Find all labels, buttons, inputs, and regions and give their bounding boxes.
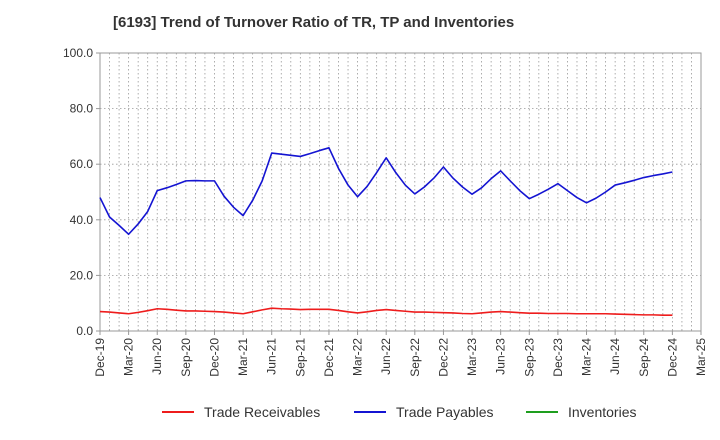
legend-item-trade-payables: Trade Payables	[354, 404, 494, 420]
series-line-trade-receivables	[99, 307, 673, 316]
chart-legend: Trade Receivables Trade Payables Invento…	[0, 404, 720, 426]
legend-swatch-inventories	[526, 411, 558, 413]
grid-layer	[100, 53, 701, 331]
x-tick-label: Sep-22	[408, 338, 422, 377]
x-tick-label: Sep-21	[293, 338, 307, 377]
y-tick-label: 100.0	[63, 46, 93, 60]
x-tick-label: Mar-22	[351, 338, 365, 376]
y-tick-label: 0.0	[76, 324, 93, 338]
axis-layer: 0.0 20.0 40.0 60.0 80.0 100.0 Dec-19 Mar-20 Jun-…	[63, 46, 708, 377]
x-tick-label: Mar-25	[694, 338, 708, 376]
x-tick-label: Sep-20	[179, 338, 193, 377]
x-tick-label: Mar-24	[580, 338, 594, 376]
x-tick-label: Dec-22	[436, 338, 450, 377]
x-tick-label: Dec-20	[207, 338, 221, 377]
x-tick-label: Dec-23	[551, 338, 565, 377]
x-tick-label: Dec-24	[665, 338, 679, 377]
y-tick-label: 20.0	[70, 268, 94, 282]
legend-item-trade-receivables: Trade Receivables	[162, 404, 320, 420]
legend-label-trade-receivables: Trade Receivables	[204, 404, 321, 420]
y-tick-label: 60.0	[70, 157, 94, 171]
legend-label-inventories: Inventories	[568, 404, 637, 420]
x-tick-label: Sep-24	[637, 338, 651, 377]
y-tick-label: 80.0	[70, 102, 94, 116]
x-tick-label: Jun-22	[379, 338, 393, 375]
legend-swatch-trade-receivables	[162, 411, 194, 413]
x-tick-label: Mar-21	[236, 338, 250, 376]
x-tick-label: Mar-20	[122, 338, 136, 376]
legend-label-trade-payables: Trade Payables	[396, 404, 494, 420]
plot-frame	[99, 52, 702, 332]
legend-item-inventories: Inventories	[526, 404, 636, 420]
x-tick-label: Jun-20	[150, 338, 164, 375]
x-tick-label: Sep-23	[522, 338, 536, 377]
x-tick-label: Jun-21	[265, 338, 279, 375]
chart-title: [6193] Trend of Turnover Ratio of TR, TP…	[113, 14, 515, 31]
y-tick-label: 40.0	[70, 213, 94, 227]
x-tick-label: Jun-24	[608, 338, 622, 375]
series-layer	[99, 147, 673, 316]
legend-swatch-trade-payables	[354, 411, 386, 413]
x-tick-label: Mar-23	[465, 338, 479, 376]
x-tick-label: Jun-23	[494, 338, 508, 375]
x-tick-label: Dec-21	[322, 338, 336, 377]
x-tick-label: Dec-19	[93, 338, 107, 377]
series-line-trade-payables	[99, 147, 673, 236]
